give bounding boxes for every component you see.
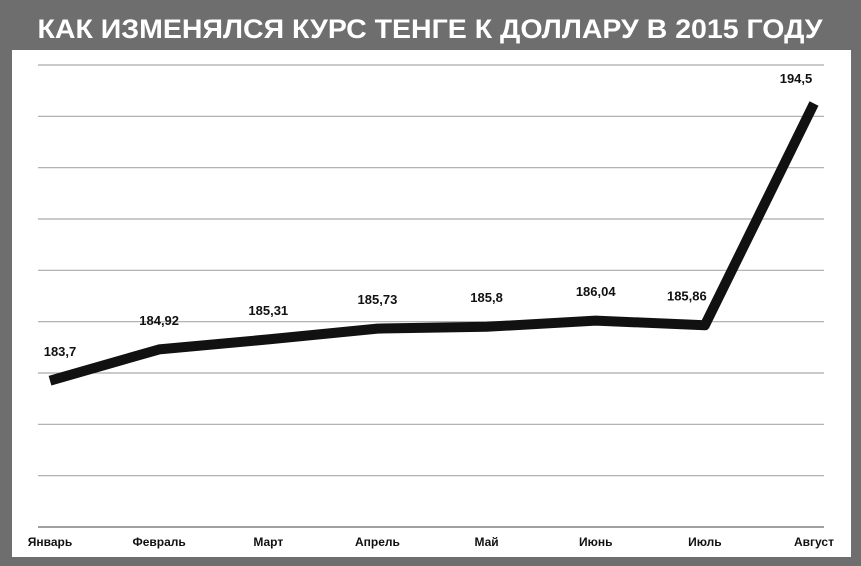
data-label: 194,5: [780, 71, 813, 86]
line: [48, 101, 819, 386]
data-label: 183,7: [44, 344, 77, 359]
plot-area: [12, 50, 851, 557]
data-label: 185,31: [248, 303, 288, 318]
data-label: 185,8: [470, 290, 503, 305]
x-tick-label: Апрель: [355, 535, 400, 549]
data-label: 184,92: [139, 313, 179, 328]
chart-title: КАК ИЗМЕНЯЛСЯ КУРС ТЕНГЕ К ДОЛЛАРУ В 201…: [38, 14, 824, 44]
x-tick-label: Январь: [28, 535, 72, 549]
x-tick-label: Август: [794, 535, 834, 549]
x-tick-label: Июнь: [579, 535, 613, 549]
data-label: 185,73: [358, 292, 398, 307]
x-tick-label: Февраль: [132, 535, 185, 549]
data-label: 185,86: [667, 289, 707, 304]
data-label: 186,04: [576, 284, 617, 299]
x-tick-label: Июль: [688, 535, 722, 549]
x-tick-label: Май: [474, 535, 498, 549]
x-tick-label: Март: [253, 535, 283, 549]
